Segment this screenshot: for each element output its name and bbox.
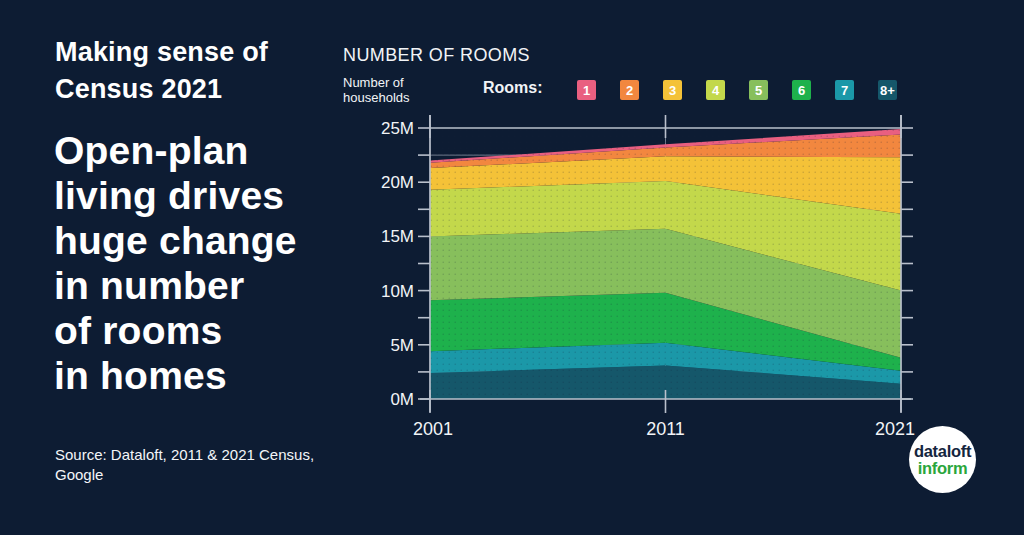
headline: Open-plan living drives huge change in n… xyxy=(54,128,297,398)
logo-line-dataloft: dataloft xyxy=(914,443,971,460)
stacked-areas xyxy=(430,128,901,399)
y-tick-label: 0M xyxy=(390,390,414,409)
kicker-line: Census 2021 xyxy=(55,71,268,108)
legend-label: Rooms: xyxy=(483,79,543,97)
legend-swatch-2-rooms: 2 xyxy=(620,80,639,100)
x-tick-label: 2011 xyxy=(646,419,685,439)
headline-line: in homes xyxy=(54,353,297,398)
source-line: Google xyxy=(55,465,314,485)
legend-swatch-1-room: 1 xyxy=(577,80,596,100)
source-note: Source: Dataloft, 2011 & 2021 Census, Go… xyxy=(55,445,314,485)
y-axis-unit-line: Number of xyxy=(343,76,410,91)
y-tick-label: 25M xyxy=(381,119,414,138)
kicker: Making sense of Census 2021 xyxy=(55,34,268,108)
legend-swatch-7-rooms: 7 xyxy=(835,80,854,100)
legend-swatch-3-rooms: 3 xyxy=(663,80,682,100)
legend-swatch-6-rooms: 6 xyxy=(792,80,811,100)
headline-line: Open-plan xyxy=(54,128,297,173)
y-tick-label: 20M xyxy=(381,173,414,192)
headline-line: of rooms xyxy=(54,308,297,353)
headline-line: huge change xyxy=(54,218,297,263)
x-tick-label: 2001 xyxy=(413,419,453,439)
chart-title: NUMBER OF ROOMS xyxy=(343,45,530,66)
y-axis-unit-label: Number of households xyxy=(343,76,410,105)
rooms-stacked-area-chart: 0M 5M 10M 15M 20M 25M 2001 2011 2021 xyxy=(340,105,1024,450)
legend-swatch-5-rooms: 5 xyxy=(749,80,768,100)
legend-swatch-4-rooms: 4 xyxy=(706,80,725,100)
y-axis-unit-line: households xyxy=(343,91,410,106)
legend: 1 2 3 4 5 6 7 8+ xyxy=(577,80,897,100)
dataloft-inform-logo: dataloft inform xyxy=(909,426,976,493)
y-tick-label: 15M xyxy=(381,227,414,246)
legend-swatch-8plus-rooms: 8+ xyxy=(878,80,897,100)
y-tick-label: 5M xyxy=(390,336,414,355)
headline-line: living drives xyxy=(54,173,297,218)
x-tick-label: 2021 xyxy=(875,419,915,439)
headline-line: in number xyxy=(54,263,297,308)
infographic-canvas: Making sense of Census 2021 Open-plan li… xyxy=(0,0,1024,535)
source-line: Source: Dataloft, 2011 & 2021 Census, xyxy=(55,445,314,465)
kicker-line: Making sense of xyxy=(55,34,268,71)
y-tick-label: 10M xyxy=(381,282,414,301)
texture-overlay xyxy=(430,128,901,399)
logo-line-inform: inform xyxy=(918,460,968,477)
